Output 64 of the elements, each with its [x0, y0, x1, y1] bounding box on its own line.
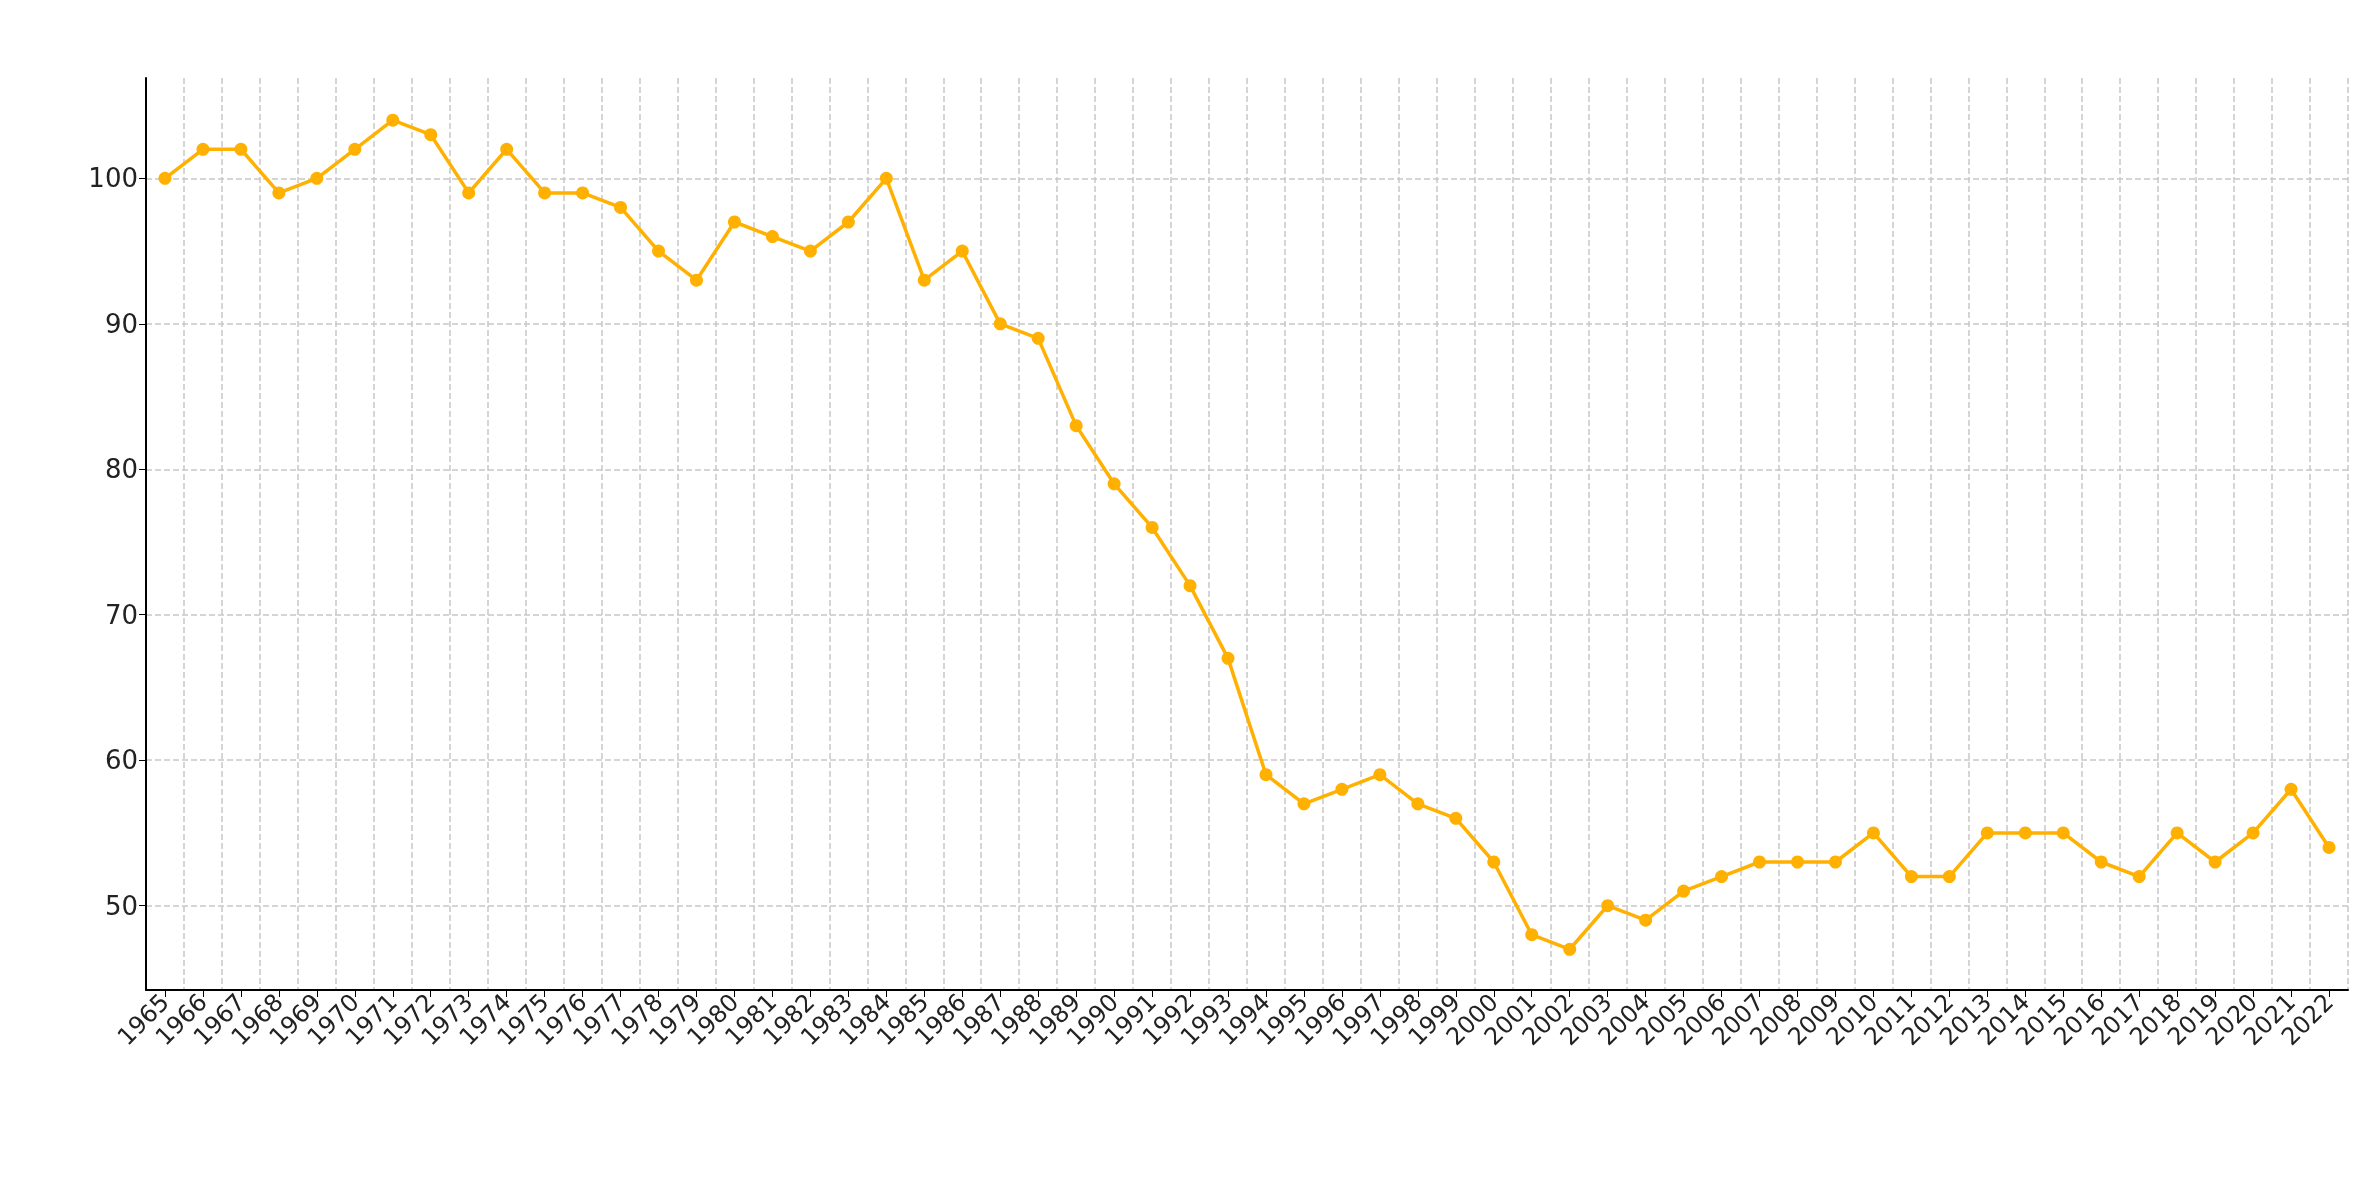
point [196, 142, 210, 156]
point [690, 273, 703, 287]
point [1259, 768, 1273, 782]
point [652, 244, 666, 258]
point [879, 171, 893, 185]
point [348, 142, 362, 156]
y-tick-label: 50 [104, 890, 138, 921]
point [1563, 942, 1577, 956]
point [1449, 811, 1463, 825]
point [576, 186, 590, 200]
point [765, 230, 779, 244]
point [1487, 855, 1501, 869]
y-tick-label: 70 [104, 599, 138, 630]
point [1411, 797, 1425, 811]
point [310, 171, 324, 185]
point [1525, 928, 1539, 942]
point [1715, 870, 1729, 884]
point [1601, 899, 1615, 913]
point [386, 113, 400, 127]
point [727, 215, 741, 229]
point [1980, 826, 1994, 840]
point [803, 244, 817, 258]
y-tick-label: 100 [88, 163, 138, 194]
point [1677, 884, 1691, 898]
point [614, 200, 628, 214]
point [955, 244, 969, 258]
point [1145, 520, 1159, 534]
point [424, 128, 438, 142]
point [1866, 826, 1880, 840]
y-tick-label: 90 [104, 308, 138, 339]
point [2246, 826, 2260, 840]
point [1069, 419, 1083, 433]
point [1297, 797, 1311, 811]
point [993, 317, 1007, 331]
point [1791, 855, 1804, 869]
point [2170, 826, 2184, 840]
y-tick-label: 80 [104, 454, 138, 485]
point [1373, 768, 1387, 782]
point [1221, 651, 1235, 665]
point [1904, 870, 1918, 884]
y-tick-label: 60 [104, 745, 138, 776]
point [234, 142, 248, 156]
point [1753, 855, 1767, 869]
point [500, 142, 514, 156]
point [2018, 826, 2032, 840]
point [1639, 913, 1653, 927]
point [462, 186, 476, 200]
point [158, 171, 172, 185]
point [1828, 855, 1842, 869]
point [2056, 826, 2070, 840]
point [2284, 782, 2298, 796]
point [841, 215, 855, 229]
point [272, 186, 286, 200]
point [2208, 855, 2222, 869]
point [2132, 870, 2146, 884]
point [2094, 855, 2108, 869]
point [1031, 331, 1045, 345]
point [2322, 840, 2336, 854]
point [1183, 579, 1197, 593]
point [538, 186, 552, 200]
point [1942, 870, 1956, 884]
point [1107, 477, 1121, 491]
point [1335, 782, 1349, 796]
point [917, 273, 931, 287]
